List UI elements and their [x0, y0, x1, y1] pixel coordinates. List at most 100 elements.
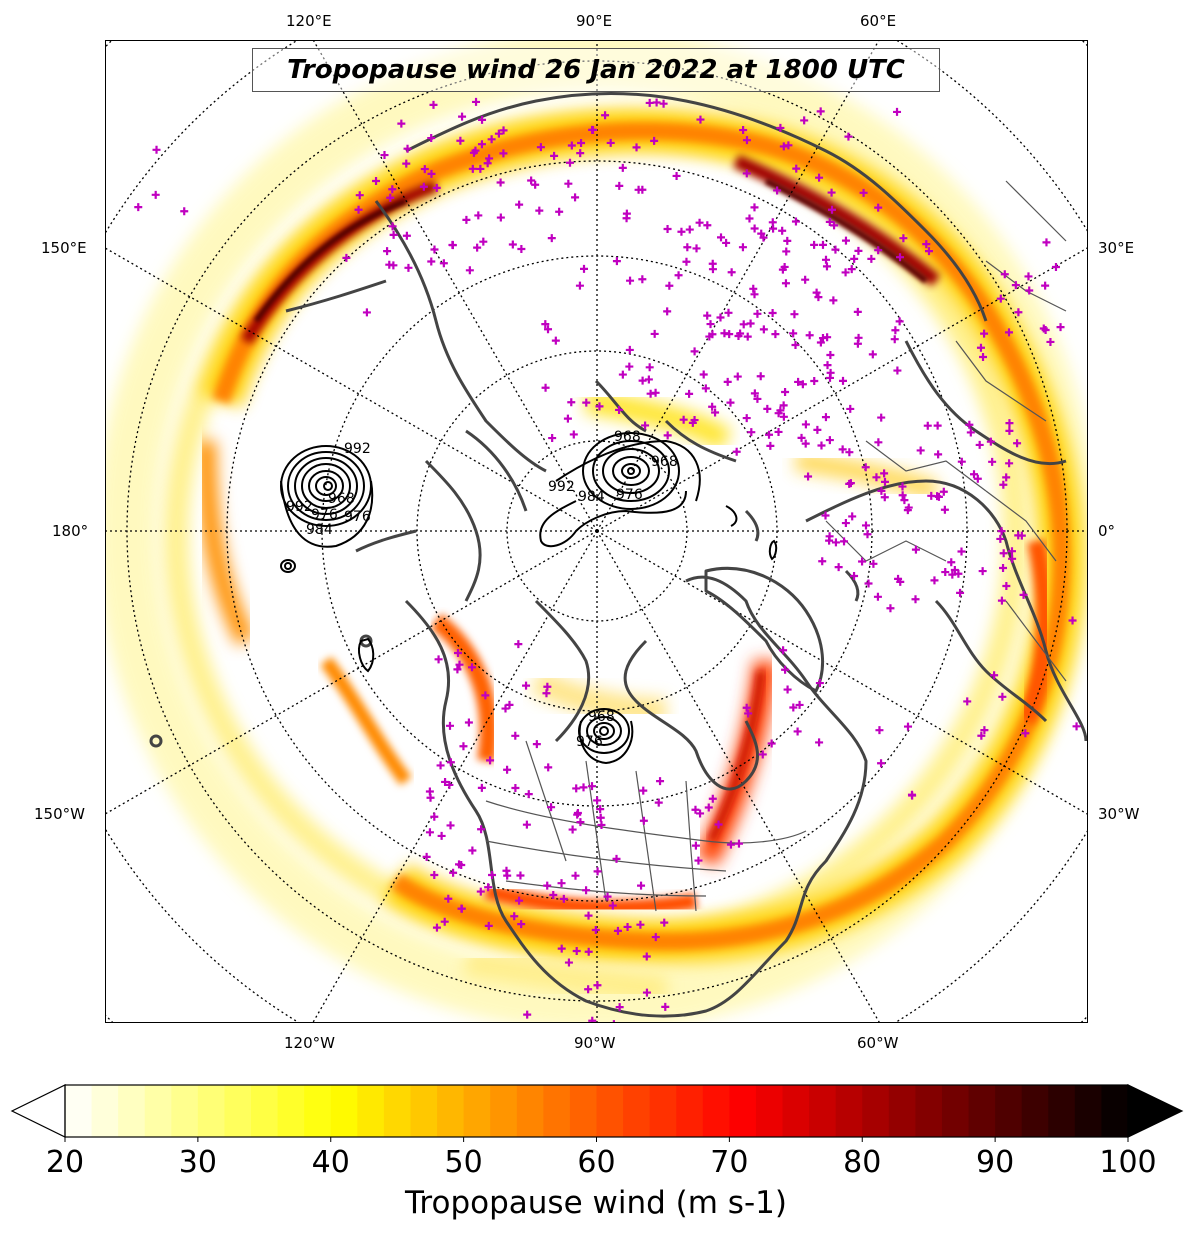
station-marker [593, 867, 602, 876]
colorbar-cell [1074, 1085, 1103, 1137]
colorbar-tick-label: 50 [444, 1145, 483, 1180]
station-marker [895, 317, 904, 326]
station-marker [618, 163, 627, 172]
station-marker [575, 281, 584, 290]
station-marker [419, 182, 428, 191]
station-marker [726, 840, 735, 849]
station-marker [742, 136, 751, 145]
station-marker [739, 126, 748, 135]
colorbar-cell [251, 1085, 279, 1137]
station-marker [850, 572, 859, 581]
station-marker [473, 243, 482, 252]
station-marker [479, 237, 488, 246]
station-marker [523, 1010, 532, 1019]
station-marker [439, 259, 448, 268]
station-marker [682, 257, 691, 266]
station-marker [1005, 459, 1014, 468]
colorbar-cell [968, 1085, 996, 1137]
station-marker [746, 319, 755, 328]
station-marker [601, 111, 610, 120]
station-marker [445, 721, 454, 730]
station-marker [723, 377, 732, 386]
station-marker [448, 241, 457, 250]
station-marker [1019, 590, 1028, 599]
station-marker [453, 665, 462, 674]
colorbar-tick-label: 30 [178, 1145, 217, 1180]
station-marker [582, 886, 591, 895]
station-marker [872, 473, 881, 482]
station-marker [446, 821, 455, 830]
station-marker [896, 577, 905, 586]
colorbar-tick-label: 40 [311, 1145, 350, 1180]
station-marker [694, 856, 703, 865]
station-marker [1004, 328, 1013, 337]
station-marker [690, 347, 699, 356]
lon-label-bottom-120w: 120°W [284, 1034, 335, 1052]
station-marker [758, 750, 767, 759]
station-marker [659, 99, 668, 108]
colorbar-cell [357, 1085, 385, 1137]
station-marker [903, 506, 912, 515]
station-marker [744, 709, 753, 718]
station-marker [595, 402, 604, 411]
colorbar-cell [596, 1085, 624, 1137]
station-marker [679, 415, 688, 424]
station-marker [706, 320, 715, 329]
station-marker [999, 564, 1008, 573]
station-marker [963, 697, 972, 706]
station-marker [890, 335, 899, 344]
station-marker [573, 808, 582, 817]
station-marker [402, 231, 411, 240]
station-marker [476, 164, 485, 173]
station-marker [899, 234, 908, 243]
station-marker [508, 240, 517, 249]
station-marker [742, 703, 751, 712]
isobar-labels: 992 968 976 984 992 976 968 968 984 976 … [286, 429, 678, 750]
station-marker [496, 213, 505, 222]
station-marker [403, 144, 412, 153]
station-marker [536, 143, 545, 152]
station-marker [720, 329, 729, 338]
station-marker [838, 445, 847, 454]
station-marker [957, 457, 966, 466]
colorbar-cell [755, 1085, 784, 1137]
station-marker [596, 813, 605, 822]
station-marker [425, 787, 434, 796]
station-marker [880, 469, 889, 478]
station-marker [996, 294, 1005, 303]
station-marker [372, 176, 381, 185]
station-marker [864, 579, 873, 588]
station-marker [779, 142, 788, 151]
station-marker [476, 887, 485, 896]
colorbar [10, 1084, 1184, 1142]
lon-label-right-30w: 30°W [1098, 805, 1140, 823]
station-marker [432, 183, 441, 192]
station-marker [1013, 439, 1022, 448]
station-marker [823, 361, 832, 370]
station-marker [930, 576, 939, 585]
station-marker [565, 158, 574, 167]
station-marker [380, 151, 389, 160]
station-marker [789, 329, 798, 338]
station-marker [1039, 324, 1048, 333]
station-marker [515, 200, 524, 209]
station-marker [663, 307, 672, 316]
station-marker [701, 384, 710, 393]
isobar-label: 968 [614, 429, 641, 445]
station-marker [593, 796, 602, 805]
station-marker [793, 727, 802, 736]
station-marker [893, 366, 902, 375]
station-marker [818, 240, 827, 249]
station-marker [432, 923, 441, 932]
station-marker [584, 947, 593, 956]
station-marker [661, 1002, 670, 1011]
station-marker [642, 952, 651, 961]
station-marker [845, 448, 854, 457]
station-marker [436, 761, 445, 770]
colorbar-tick-label: 90 [976, 1145, 1015, 1180]
colorbar-tick-label: 100 [1099, 1145, 1157, 1180]
station-marker [499, 126, 508, 135]
station-marker [988, 457, 997, 466]
isobar-label: 976 [344, 509, 371, 525]
station-marker [778, 226, 787, 235]
